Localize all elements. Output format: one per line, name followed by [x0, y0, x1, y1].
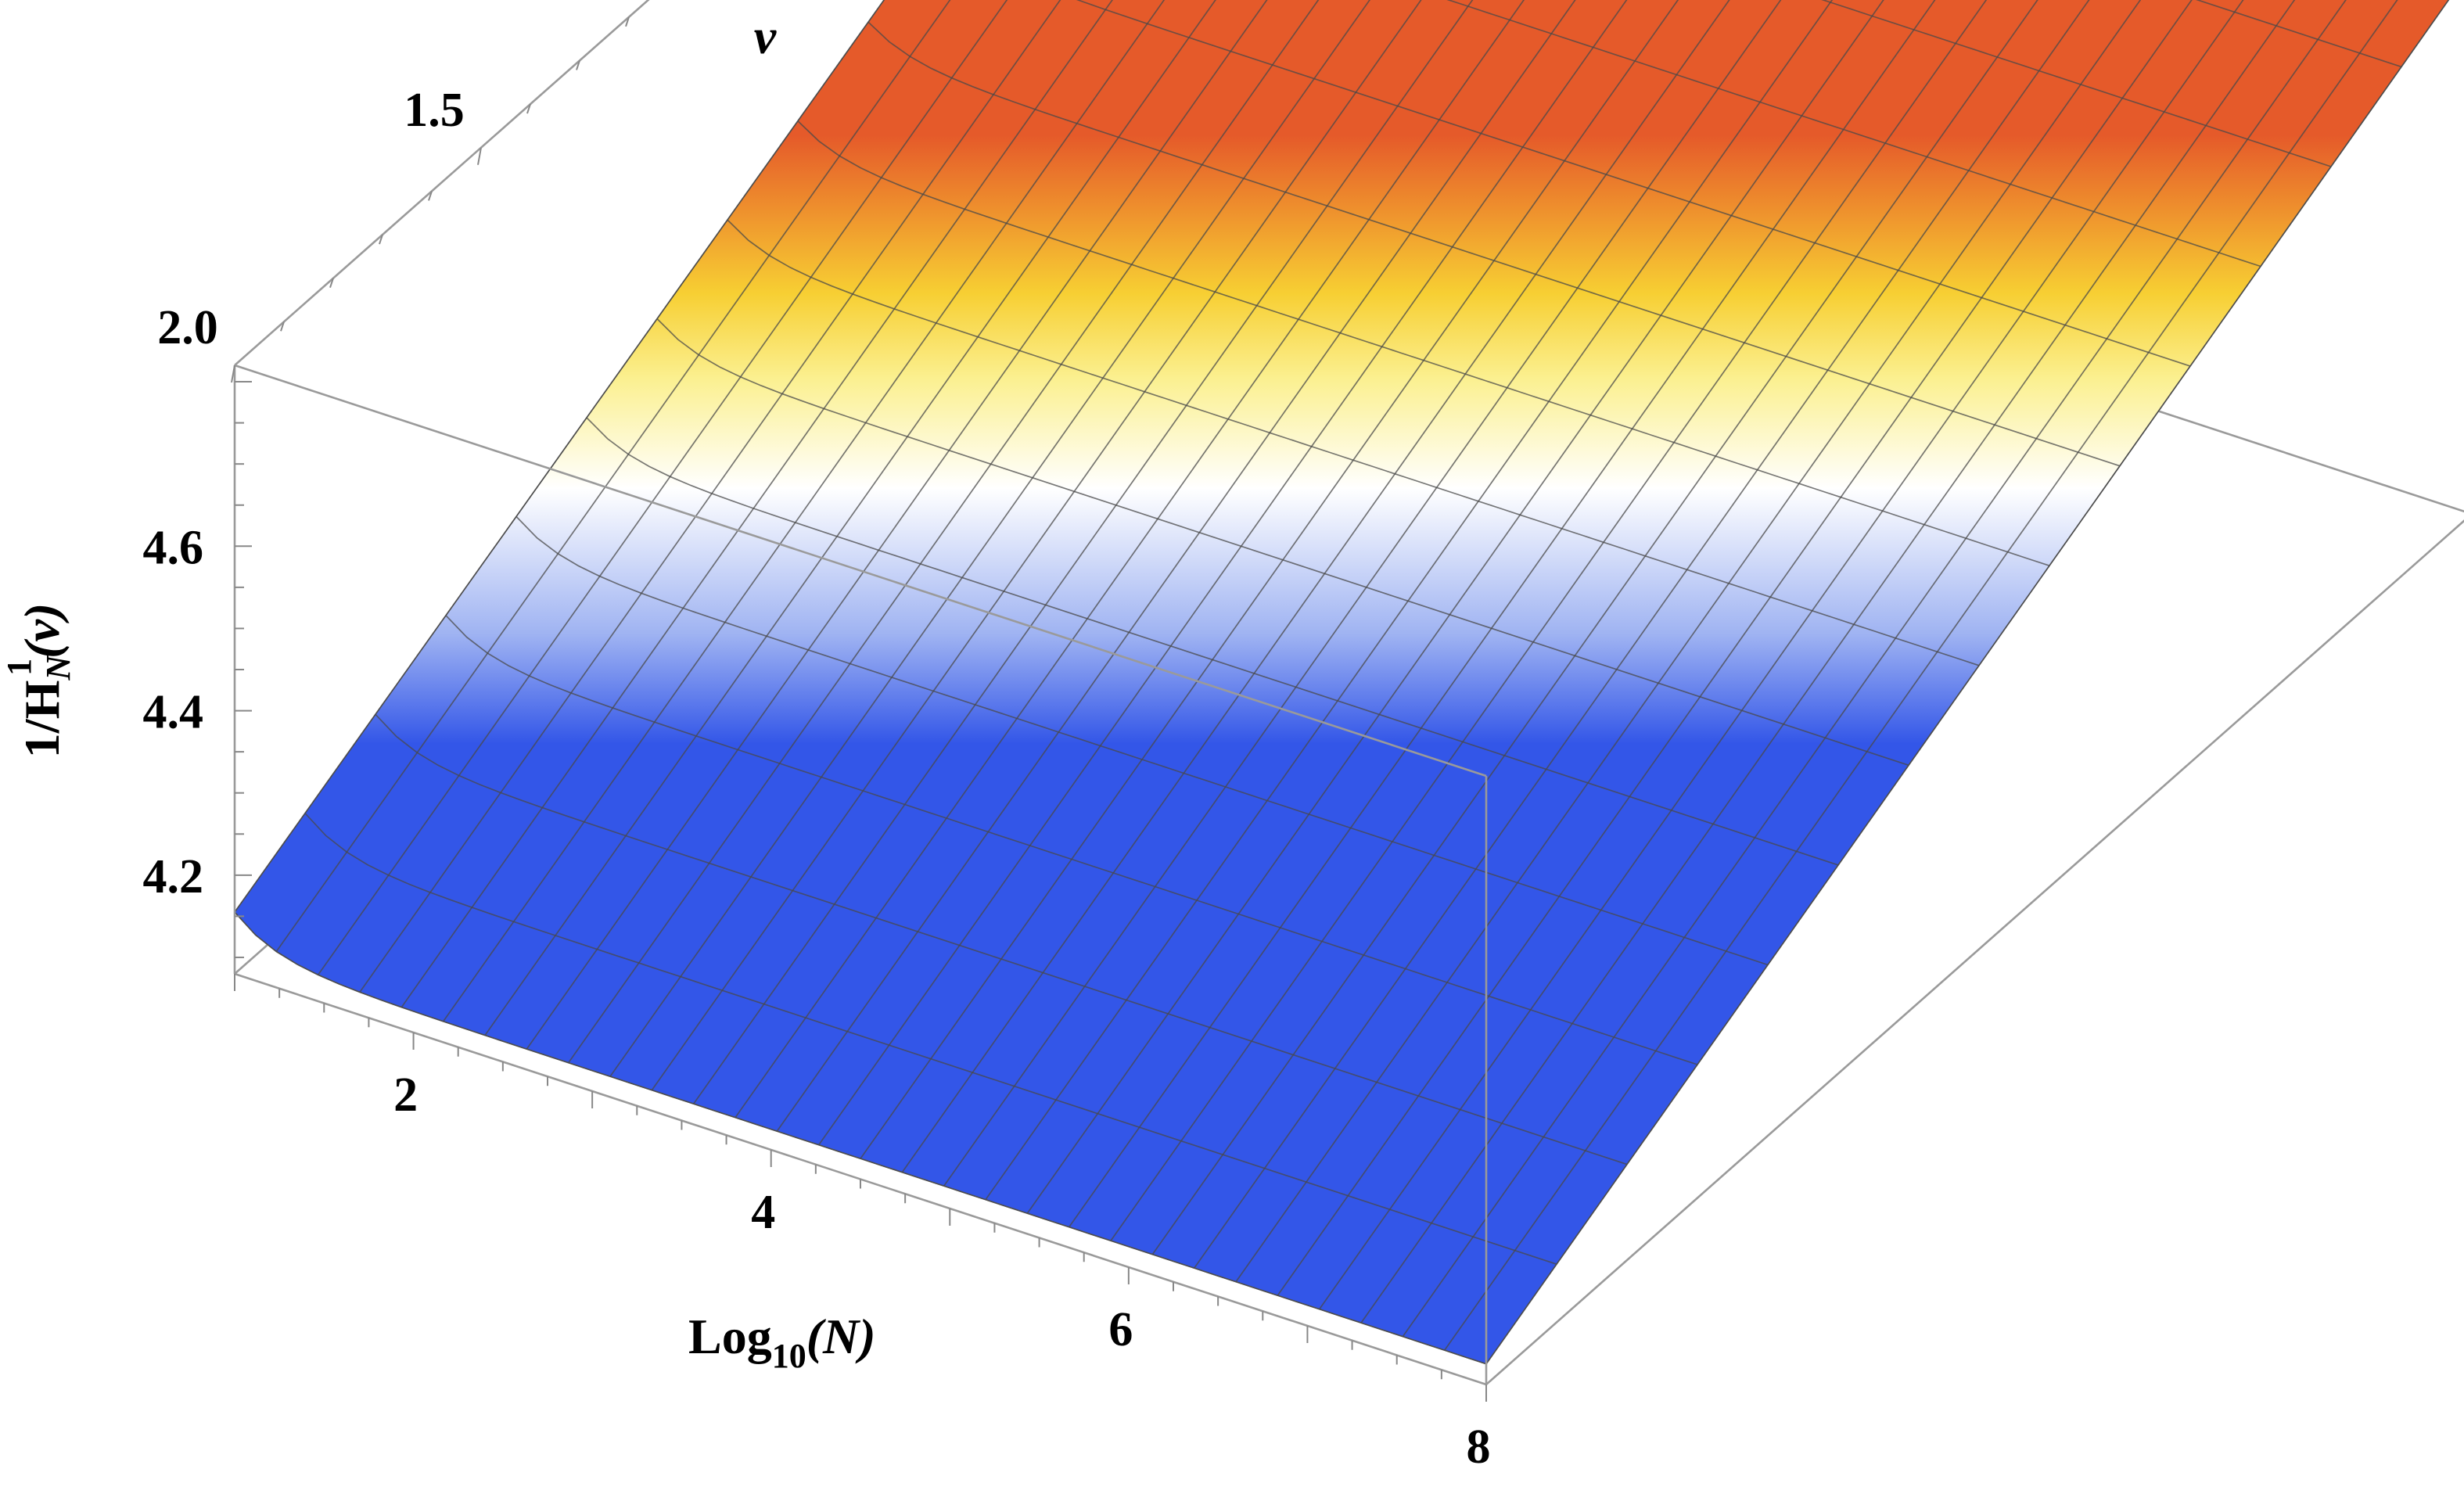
v-axis-ticks: 0.00.51.01.52.0	[157, 16, 630, 383]
z-axis-label: 1/HN1(v)	[0, 603, 77, 758]
box-edge	[234, 0, 650, 366]
logn-tick-label: 4	[751, 1186, 775, 1239]
v-tick-mark	[280, 321, 285, 332]
mesh-line-v	[797, 120, 2050, 567]
v-tick-mark	[526, 103, 531, 114]
mesh-line-v	[1076, 0, 2191, 367]
mesh-line-v	[445, 615, 1698, 1065]
surface-fill	[234, 0, 2450, 1365]
v-tick-mark	[477, 147, 482, 165]
mesh-line-v	[656, 318, 1909, 767]
v-tick-mark	[231, 365, 235, 383]
v-tick-mark	[379, 234, 383, 245]
v-tick-mark	[329, 278, 334, 289]
logn-tick-label: 8	[1467, 1420, 1491, 1474]
z-tick-label: 4.4	[143, 686, 204, 739]
x-axis-label: Log10(N)	[688, 1309, 876, 1375]
mesh-line-v	[234, 911, 1487, 1365]
v-tick-label: 2.0	[157, 301, 218, 354]
mesh-line-v	[375, 713, 1628, 1165]
v-tick-label: 1.5	[404, 84, 465, 137]
z-tick-label: 4.6	[143, 521, 204, 574]
logn-tick-label: 2	[393, 1068, 418, 1122]
box-edge	[1485, 519, 2464, 1385]
z-axis-ticks: 4.2 4.4 4.6	[143, 381, 252, 958]
y-axis-label: v	[754, 9, 777, 64]
v-tick-mark	[428, 191, 433, 201]
v-tick-mark	[625, 16, 630, 27]
mesh-line-v	[1821, 0, 2332, 167]
z-tick-label: 4.2	[143, 850, 204, 903]
box-edge	[234, 364, 1487, 778]
surface-mesh	[234, 0, 2450, 1365]
mesh-line-v	[586, 417, 1839, 866]
mesh-line-v	[727, 219, 1980, 666]
mesh-line-v	[515, 515, 1769, 966]
logn-axis-ticks: 2 4 6 8	[234, 974, 1491, 1474]
logn-tick-label: 6	[1108, 1303, 1133, 1356]
mesh-line-v	[304, 813, 1557, 1266]
v-tick-mark	[576, 60, 580, 70]
mesh-line-v	[867, 21, 2121, 467]
mesh-line-v	[1446, 0, 2261, 268]
